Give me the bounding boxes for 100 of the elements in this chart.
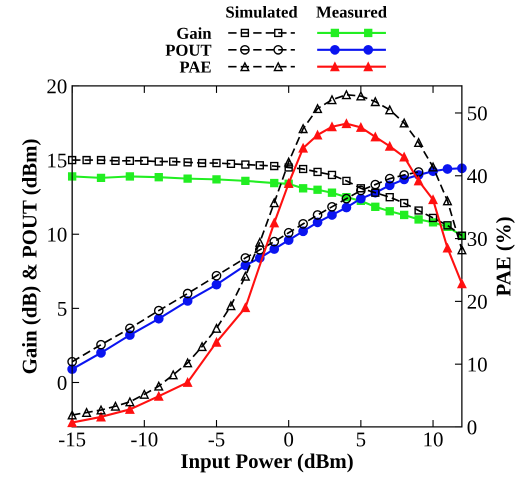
point [414,138,424,148]
point [298,144,308,153]
point [96,174,106,182]
point [428,162,438,172]
point [254,244,265,255]
point [442,243,452,253]
point [312,210,322,220]
point [385,142,394,151]
point [313,186,322,194]
text: Measured [316,6,387,18]
point [240,303,250,312]
point [82,408,92,418]
point [198,342,207,352]
legend-label: Gain [177,27,212,39]
point [96,156,106,164]
point [342,194,352,204]
point [457,245,466,254]
point [284,163,293,172]
point [68,410,77,420]
point [342,90,351,100]
point [269,236,280,247]
y-tick-label: 5 [58,302,66,316]
point [96,348,106,358]
point [226,160,236,168]
point [284,228,294,238]
point [284,157,294,166]
point [442,196,452,206]
point [154,392,164,401]
point [313,168,322,176]
point [67,356,78,367]
point [125,404,134,414]
point [269,244,280,254]
point [82,156,91,164]
point [313,130,322,140]
point [154,306,164,316]
point [386,193,394,202]
point [212,270,222,281]
y2-tick-label: 40 [467,169,487,184]
point [256,161,264,170]
point [168,370,178,380]
point [240,272,250,281]
point [140,156,148,166]
point [212,175,221,184]
point [111,156,120,166]
point [370,132,380,142]
point [298,124,308,134]
point [414,167,424,177]
point [356,122,366,132]
point [428,195,438,204]
point [442,164,452,174]
y-tick-label: 10 [48,228,66,242]
point [241,176,250,186]
point [212,158,221,168]
point [68,172,76,181]
point [154,382,164,391]
y2-tick-label: 0 [468,420,476,434]
x-tick-label: -15 [59,432,86,446]
point [384,174,395,184]
point [370,97,380,106]
point [400,210,408,220]
point [356,184,366,192]
point [212,324,222,333]
point [342,202,352,212]
point [370,180,380,190]
point [356,92,366,101]
point [298,164,308,174]
point [342,176,351,186]
point [198,158,206,168]
point [399,170,410,180]
point [298,184,308,192]
point [183,378,192,387]
point [356,194,366,204]
point [270,162,278,170]
x-tick-label: -10 [131,432,158,446]
point [356,186,366,196]
point [428,214,438,222]
y2-tick-label: 50 [468,106,487,120]
y-tick-label: 20 [47,79,66,94]
point [385,105,394,114]
point [270,178,278,188]
point [328,170,336,180]
point [183,358,192,368]
point [126,156,134,166]
x-tick-label: -5 [208,432,224,446]
point [96,412,106,422]
point [400,198,408,208]
point [342,119,351,128]
point [212,338,222,347]
x-axis-title: Input Power (dBm) [181,454,353,472]
point [125,397,134,406]
y2-tick-label: 10 [468,358,487,372]
y-tick-label: 15 [48,154,66,168]
y2-tick-label: 20 [468,294,487,309]
point [327,210,337,220]
point [414,176,424,186]
point [270,198,279,208]
point [327,95,336,104]
point [154,157,163,166]
point [457,279,466,288]
legend-label: PAE [180,62,211,73]
